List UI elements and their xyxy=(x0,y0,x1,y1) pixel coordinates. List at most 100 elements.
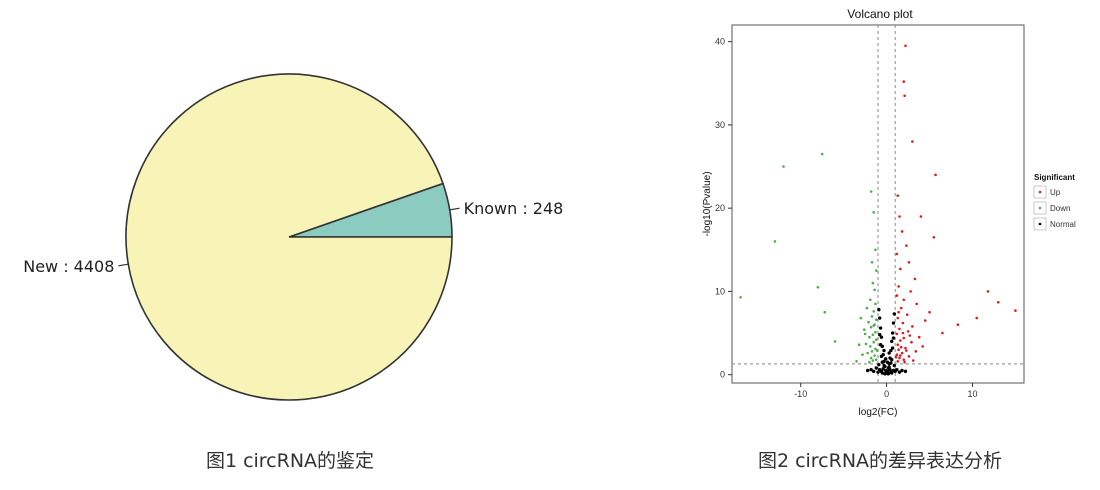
pie-labels: Known : 248 New : 4408 xyxy=(23,199,563,276)
data-point-normal xyxy=(890,339,894,344)
data-point-up xyxy=(909,290,912,293)
data-point-up xyxy=(901,321,905,325)
data-point-normal xyxy=(884,368,888,373)
data-point-down xyxy=(864,342,868,346)
data-point-up xyxy=(941,331,944,335)
data-point-up xyxy=(906,330,910,333)
y-tick-label: 40 xyxy=(715,37,725,47)
data-point-normal xyxy=(885,360,890,364)
data-point-normal xyxy=(891,336,896,340)
data-point-up xyxy=(902,298,906,302)
data-point-normal xyxy=(865,368,870,373)
data-point-normal xyxy=(874,366,878,370)
x-tick-label: 10 xyxy=(967,389,977,399)
data-point-up xyxy=(911,140,914,143)
data-point-normal xyxy=(879,335,884,339)
legend-label-up: Up xyxy=(1050,188,1061,197)
legend-marker-up xyxy=(1038,190,1042,194)
data-point-normal xyxy=(889,361,893,365)
y-tick-label: 0 xyxy=(720,370,725,380)
data-point-up xyxy=(932,236,936,239)
legend-title: Significant xyxy=(1034,173,1075,182)
data-point-up xyxy=(928,310,931,314)
data-point-normal xyxy=(878,326,883,330)
data-point-down xyxy=(816,285,820,289)
data-point-up xyxy=(986,290,990,293)
data-point-up xyxy=(905,244,908,247)
data-point-up xyxy=(896,194,900,197)
data-point-up xyxy=(902,336,906,340)
data-point-down xyxy=(874,338,878,342)
data-point-up xyxy=(923,319,927,322)
legend-label-down: Down xyxy=(1050,204,1070,213)
data-point-up xyxy=(896,360,900,363)
pie-label-known: Known : 248 xyxy=(464,199,564,218)
data-point-up xyxy=(897,310,900,314)
data-point-down xyxy=(863,332,867,336)
data-point-normal xyxy=(890,371,894,375)
data-point-down xyxy=(869,356,873,360)
data-point-down xyxy=(874,347,877,351)
legend-entries: Up Down Normal xyxy=(1033,185,1076,231)
data-point-down xyxy=(871,281,875,285)
data-point-down xyxy=(872,211,876,214)
data-point-up xyxy=(913,277,917,281)
pie-label-leader xyxy=(449,207,460,211)
y-tick-label: 20 xyxy=(715,203,725,213)
data-point-normal xyxy=(889,348,893,353)
data-point-up xyxy=(895,252,899,256)
data-point-down xyxy=(861,353,864,356)
data-point-up xyxy=(899,339,902,342)
data-point-normal xyxy=(890,357,894,362)
data-point-up xyxy=(903,94,906,98)
data-point-up xyxy=(903,360,906,364)
data-point-up xyxy=(910,340,913,344)
legend-marker-normal xyxy=(1038,222,1042,226)
pie-figure-caption: 图1 circRNA的鉴定 xyxy=(206,450,374,472)
data-point-up xyxy=(907,260,911,264)
data-point-down xyxy=(865,306,869,310)
data-point-up xyxy=(896,343,900,347)
data-point-up xyxy=(897,348,900,352)
pie-chart: Known : 248 New : 4408 图1 circRNA的鉴定 xyxy=(23,73,563,472)
data-point-down xyxy=(833,340,837,343)
data-point-normal xyxy=(883,372,887,376)
volcano-figure-caption: 图2 circRNA的差异表达分析 xyxy=(758,450,1002,472)
legend-marker-down xyxy=(1038,206,1042,210)
data-point-down xyxy=(870,260,874,264)
pie-label-leader xyxy=(118,263,129,267)
data-point-normal xyxy=(876,370,880,374)
data-point-up xyxy=(896,316,900,320)
data-point-normal xyxy=(900,368,904,373)
data-point-down xyxy=(874,269,878,272)
data-point-down xyxy=(874,330,877,334)
data-point-up xyxy=(899,267,902,271)
data-point-down xyxy=(872,324,876,327)
data-point-up xyxy=(901,331,905,335)
data-point-down xyxy=(773,240,777,243)
data-point-normal xyxy=(895,367,899,372)
data-point-down xyxy=(868,345,872,348)
x-tick-label: 0 xyxy=(884,389,889,399)
data-point-normal xyxy=(886,372,891,376)
plot-panel xyxy=(731,24,1025,384)
data-point-up xyxy=(915,302,918,306)
y-tick-label: 30 xyxy=(715,120,725,130)
data-point-up xyxy=(902,358,906,361)
data-point-normal xyxy=(887,351,891,355)
data-point-normal xyxy=(878,343,883,347)
data-point-normal xyxy=(888,367,892,372)
data-point-down xyxy=(820,152,824,156)
data-point-down xyxy=(869,325,873,329)
data-point-normal xyxy=(903,369,908,374)
y-axis-title: -log10(Pvalue) xyxy=(702,171,713,236)
y-axis-ticks: 0 10 20 30 40 xyxy=(715,37,732,380)
data-point-down xyxy=(874,302,877,306)
data-point-up xyxy=(900,351,904,355)
data-point-up xyxy=(897,285,900,288)
data-point-up xyxy=(898,356,901,360)
data-point-normal xyxy=(880,360,884,364)
legend: Significant Up Down Normal xyxy=(1033,173,1076,231)
data-point-up xyxy=(904,346,907,350)
pie-label-new: New : 4408 xyxy=(23,257,114,276)
